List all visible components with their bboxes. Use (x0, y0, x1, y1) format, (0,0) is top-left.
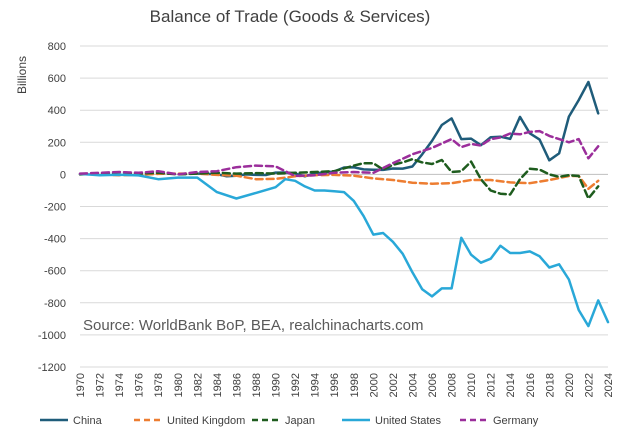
x-tick-label: 2002 (388, 373, 400, 397)
series-lines (78, 80, 610, 328)
series-line-china (196, 80, 600, 178)
source-annotation: Source: WorldBank BoP, BEA, realchinacha… (83, 317, 423, 334)
x-tick-label: 1984 (212, 373, 224, 397)
x-tick-label: 1998 (349, 373, 361, 397)
legend-label: Germany (493, 415, 539, 427)
x-tick-label: 1986 (231, 373, 243, 397)
y-tick-label: -600 (44, 266, 66, 278)
x-tick-label: 1994 (310, 373, 322, 397)
y-axis-label: Billions (15, 56, 29, 94)
x-tick-labels: 1970 1972 1974 1976 1978 1980 1982 1984 1986 1988… (75, 373, 615, 397)
y-tick-label: -1000 (38, 330, 66, 342)
x-tick-label: 2010 (466, 373, 478, 397)
x-tick-label: 2014 (505, 373, 517, 397)
x-tick-label: 1982 (192, 373, 204, 397)
x-tick-label: 2022 (583, 373, 595, 397)
y-tick-label: 200 (48, 137, 66, 149)
x-tick-label: 1980 (173, 373, 185, 397)
x-tick-label: 1972 (95, 373, 107, 397)
legend-label: Japan (285, 415, 315, 427)
y-tick-label: 0 (60, 169, 66, 181)
x-tick-label: 2016 (525, 373, 537, 397)
x-tick-label: 2000 (368, 373, 380, 397)
x-tick-label: 2024 (603, 373, 615, 397)
x-tick-label: 2006 (427, 373, 439, 397)
x-tick-label: 1974 (114, 373, 126, 397)
legend-label: United States (375, 415, 442, 427)
y-tick-label: 600 (48, 73, 66, 85)
x-tick-label: 1992 (290, 373, 302, 397)
legend-label: China (73, 415, 103, 427)
y-tick-labels: 800 600 400 200 0 -200 -400 -600 -800 -1000 -1200 (38, 41, 66, 374)
series-line-germany (78, 129, 600, 178)
y-tick-label: -800 (44, 298, 66, 310)
legend: China United Kingdom Japan United States Ger… (40, 415, 539, 427)
x-tick-label: 2008 (447, 373, 459, 397)
x-tick-label: 1978 (153, 373, 165, 397)
x-tick-label: 1996 (329, 373, 341, 397)
y-tick-label: -400 (44, 234, 66, 246)
x-tick-label: 2012 (486, 373, 498, 397)
x-tick-label: 1988 (251, 373, 263, 397)
x-tick-label: 2020 (564, 373, 576, 397)
x-tick-label: 1990 (271, 373, 283, 397)
x-tick-label: 1976 (134, 373, 146, 397)
series-line-united-states (78, 172, 610, 328)
y-tick-label: 800 (48, 41, 66, 53)
series-line-japan (78, 157, 600, 200)
y-tick-label: -1200 (38, 362, 66, 374)
y-tick-label: 400 (48, 105, 66, 117)
series-line-united-kingdom (78, 172, 600, 191)
chart-title: Balance of Trade (Goods & Services) (150, 7, 431, 26)
legend-label: United Kingdom (167, 415, 245, 427)
y-tick-label: -200 (44, 202, 66, 214)
x-tick-label: 1970 (75, 373, 87, 397)
x-tick-label: 2004 (407, 373, 419, 397)
x-tick-label: 2018 (544, 373, 556, 397)
